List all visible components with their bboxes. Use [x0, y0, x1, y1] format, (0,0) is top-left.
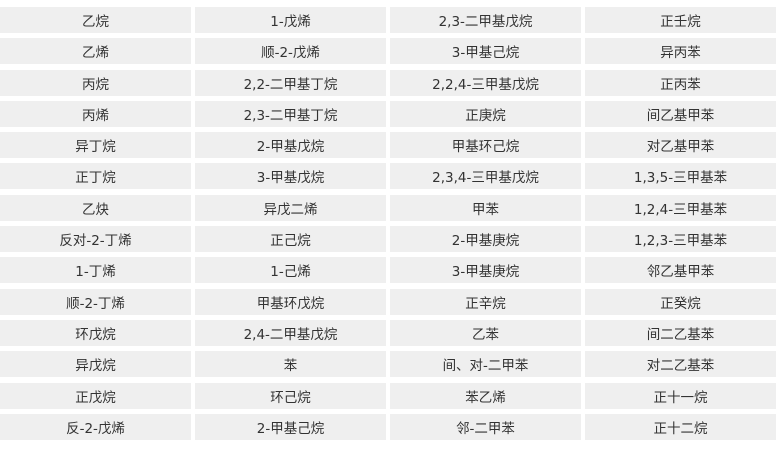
table-cell: 1-戊烯: [195, 7, 386, 33]
table-cell: 正丁烷: [0, 163, 191, 190]
table-cell: 甲基环己烷: [390, 132, 581, 159]
table-cell: 环戊烷: [0, 319, 191, 346]
table-cell: 2,3-二甲基丁烷: [195, 100, 386, 127]
table-cell: 2-甲基庚烷: [390, 226, 581, 253]
table-cell: 环己烷: [195, 382, 386, 409]
table-cell: 苯: [195, 351, 386, 378]
compound-table: 乙烷 1-戊烯 2,3-二甲基戊烷 正壬烷 乙烯 顺-2-戊烯 3-甲基己烷 异丙苯 丙烷 2,2…: [0, 7, 778, 440]
table-cell: 1,2,3-三甲基苯: [585, 226, 776, 253]
table-cell: 异戊二烯: [195, 194, 386, 221]
table-cell: 正癸烷: [585, 288, 776, 315]
table-cell: 2,4-二甲基戊烷: [195, 319, 386, 346]
table-cell: 正戊烷: [0, 382, 191, 409]
table-cell: 乙苯: [390, 319, 581, 346]
table-cell: 反-2-戊烯: [0, 413, 191, 440]
table-cell: 丙烯: [0, 100, 191, 127]
table-cell: 1-己烯: [195, 257, 386, 284]
table-cell: 3-甲基庚烷: [390, 257, 581, 284]
table-cell: 2,3-二甲基戊烷: [390, 7, 581, 33]
table-cell: 3-甲基己烷: [390, 38, 581, 65]
table-cell: 3-甲基戊烷: [195, 163, 386, 190]
table-cell: 2-甲基己烷: [195, 413, 386, 440]
table-cell: 顺-2-戊烯: [195, 38, 386, 65]
table-cell: 间、对-二甲苯: [390, 351, 581, 378]
table-cell: 反对-2-丁烯: [0, 226, 191, 253]
table-cell: 乙烷: [0, 7, 191, 33]
table-cell: 正十一烷: [585, 382, 776, 409]
table-cell: 正十二烷: [585, 413, 776, 440]
table-cell: 2,3,4-三甲基戊烷: [390, 163, 581, 190]
table-cell: 正辛烷: [390, 288, 581, 315]
table-cell: 苯乙烯: [390, 382, 581, 409]
table-cell: 间二乙基苯: [585, 319, 776, 346]
table-cell: 甲基环戊烷: [195, 288, 386, 315]
table-cell: 异丙苯: [585, 38, 776, 65]
table-cell: 1,3,5-三甲基苯: [585, 163, 776, 190]
table-cell: 正己烷: [195, 226, 386, 253]
table-cell: 间乙基甲苯: [585, 100, 776, 127]
table-cell: 对乙基甲苯: [585, 132, 776, 159]
table-cell: 丙烷: [0, 69, 191, 96]
table-cell: 正壬烷: [585, 7, 776, 33]
table-cell: 顺-2-丁烯: [0, 288, 191, 315]
table-cell: 2,2,4-三甲基戊烷: [390, 69, 581, 96]
table-cell: 异丁烷: [0, 132, 191, 159]
table-cell: 正庚烷: [390, 100, 581, 127]
table-cell: 甲苯: [390, 194, 581, 221]
table-cell: 乙炔: [0, 194, 191, 221]
table-cell: 乙烯: [0, 38, 191, 65]
table-cell: 异戊烷: [0, 351, 191, 378]
table-cell: 邻乙基甲苯: [585, 257, 776, 284]
table-cell: 1-丁烯: [0, 257, 191, 284]
table-cell: 正丙苯: [585, 69, 776, 96]
table-cell: 对二乙基苯: [585, 351, 776, 378]
table-cell: 1,2,4-三甲基苯: [585, 194, 776, 221]
table-cell: 2-甲基戊烷: [195, 132, 386, 159]
table-cell: 2,2-二甲基丁烷: [195, 69, 386, 96]
table-cell: 邻-二甲苯: [390, 413, 581, 440]
